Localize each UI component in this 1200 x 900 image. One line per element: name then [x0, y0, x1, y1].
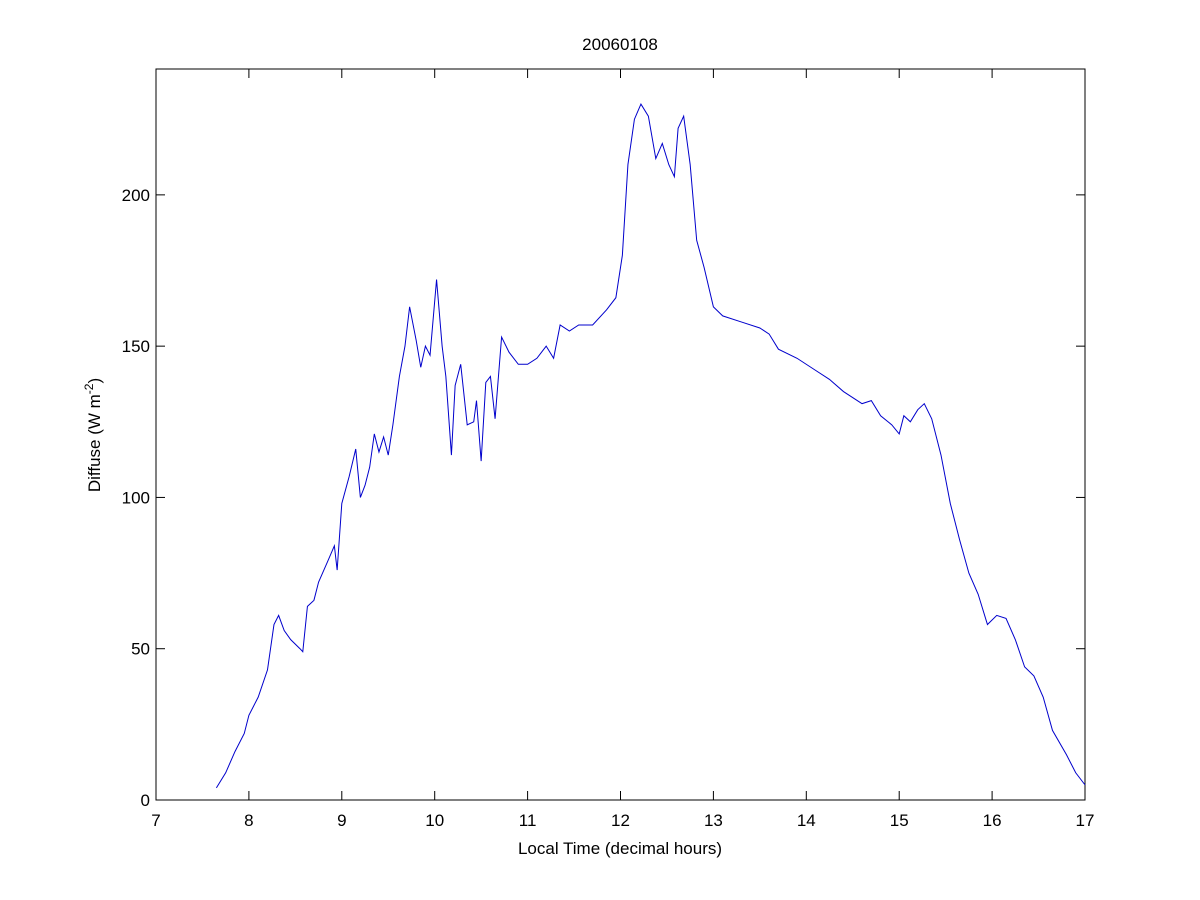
x-tick-label: 9 — [337, 811, 346, 830]
y-label-suffix: ) — [85, 378, 104, 384]
y-tick-label: 100 — [122, 488, 150, 507]
y-axis-label: Diffuse (W m-2) — [82, 378, 104, 492]
x-axis-label: Local Time (decimal hours) — [518, 839, 722, 858]
y-label-text: Diffuse (W m — [85, 394, 104, 492]
chart-title: 20060108 — [582, 35, 658, 54]
x-tick-label: 10 — [425, 811, 444, 830]
y-label-superscript: -2 — [82, 383, 96, 394]
x-tick-label: 13 — [704, 811, 723, 830]
x-tick-label: 8 — [244, 811, 253, 830]
x-tick-label: 12 — [611, 811, 630, 830]
y-tick-label: 200 — [122, 186, 150, 205]
x-tick-label: 15 — [890, 811, 909, 830]
x-tick-label: 17 — [1076, 811, 1095, 830]
y-tick-label: 0 — [141, 791, 150, 810]
y-tick-label: 150 — [122, 337, 150, 356]
x-tick-label: 16 — [983, 811, 1002, 830]
x-tick-label: 14 — [797, 811, 816, 830]
y-tick-label: 50 — [131, 640, 150, 659]
data-line — [215, 103, 1086, 789]
x-tick-label: 7 — [151, 811, 160, 830]
x-tick-label: 11 — [519, 811, 537, 830]
